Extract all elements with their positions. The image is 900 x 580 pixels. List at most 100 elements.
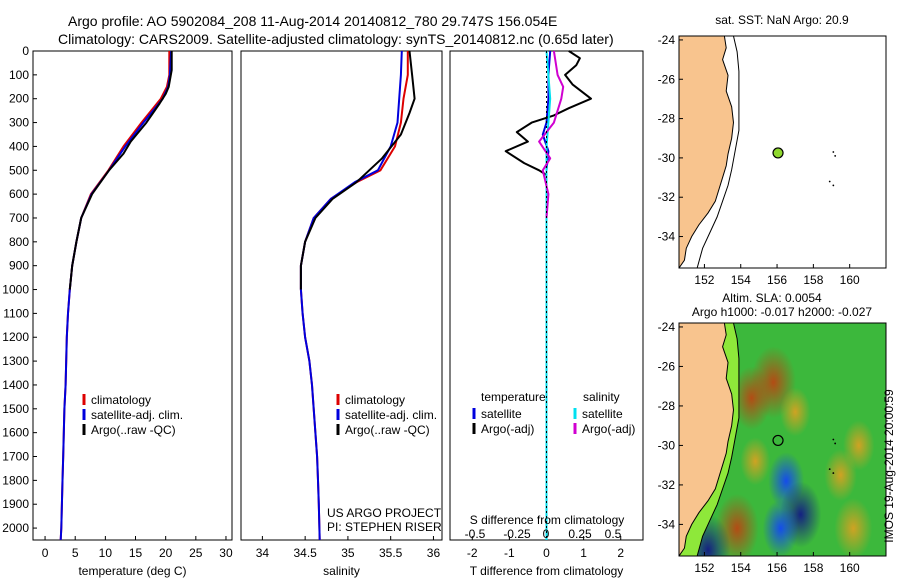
y-tick-label: 300 bbox=[9, 116, 29, 130]
map-y-tick-label: -32 bbox=[658, 190, 676, 204]
legend-title-salinity: salinity bbox=[583, 390, 620, 404]
y-tick-label: 900 bbox=[9, 259, 29, 273]
x-tick-label: 0 bbox=[543, 546, 550, 560]
map-y-tick-label: -28 bbox=[658, 112, 676, 126]
legend-label: climatology bbox=[91, 393, 151, 407]
project-label: US ARGO PROJECT bbox=[327, 506, 442, 520]
sla-map-title: Altim. SLA: 0.0054 bbox=[722, 291, 822, 305]
series-line-argo-raw-qc- bbox=[68, 51, 173, 290]
land bbox=[679, 323, 734, 556]
temperature-panel: 0100200300400500600700800900100011001200… bbox=[2, 44, 233, 578]
x-tick-label: 10 bbox=[99, 546, 113, 560]
temperature-plot-frame bbox=[32, 50, 233, 541]
y-tick-label: 1100 bbox=[3, 306, 29, 320]
map-y-tick-label: -24 bbox=[658, 33, 676, 47]
y-tick-label: 100 bbox=[9, 68, 29, 82]
salinity-xlabel: salinity bbox=[323, 564, 360, 578]
map-y-tick-label: -34 bbox=[658, 230, 676, 244]
map-y-tick-label: -34 bbox=[658, 517, 676, 531]
map-x-tick-label: 154 bbox=[731, 561, 751, 575]
map-x-tick-label: 160 bbox=[840, 561, 860, 575]
sla-map-panel: 152 154 156 158 160 -24 -26 -28 -30 -32 -34 Altim. … bbox=[658, 291, 887, 575]
sst-map-frame bbox=[678, 35, 887, 269]
difference-top-label: S difference from climatology bbox=[470, 513, 625, 527]
map-y-tick-label: -32 bbox=[658, 478, 676, 492]
y-tick-label: 2000 bbox=[2, 521, 29, 535]
legend-label: satellite-adj. clim. bbox=[345, 408, 437, 422]
y-tick-label: 1000 bbox=[2, 283, 29, 297]
x-tick-label: 25 bbox=[189, 546, 203, 560]
x-tick-label: 35.5 bbox=[379, 546, 403, 560]
map-y-tick-label: -30 bbox=[658, 151, 676, 165]
y-tick-label: 400 bbox=[9, 139, 29, 153]
x-tick-label: 36 bbox=[427, 546, 441, 560]
legend-label: satellite bbox=[481, 407, 522, 421]
map-x-tick-label: 160 bbox=[840, 273, 860, 287]
legend-label: climatology bbox=[345, 393, 405, 407]
map-x-tick-label: 152 bbox=[694, 273, 714, 287]
header-line2: Climatology: CARS2009. Satellite-adjuste… bbox=[58, 31, 614, 47]
legend-label: satellite bbox=[582, 407, 623, 421]
y-tick-label: 600 bbox=[9, 187, 29, 201]
salinity-diff-tick-label: -0.5 bbox=[465, 527, 486, 541]
header-line1: Argo profile: AO 5902084_208 11-Aug-2014… bbox=[68, 13, 557, 29]
y-tick-label: 200 bbox=[9, 92, 29, 106]
land bbox=[679, 36, 734, 268]
y-tick-label: 800 bbox=[9, 235, 29, 249]
map-y-tick-label: -30 bbox=[658, 438, 676, 452]
island bbox=[834, 155, 837, 157]
pi-label: PI: STEPHEN RISER bbox=[327, 520, 442, 534]
x-tick-label: 1 bbox=[580, 546, 587, 560]
legend-title-temperature: temperature bbox=[481, 390, 546, 404]
y-tick-label: 1200 bbox=[2, 330, 29, 344]
y-tick-label: 1300 bbox=[2, 354, 29, 368]
map-y-tick-label: -24 bbox=[658, 320, 676, 334]
sla-anomaly bbox=[824, 449, 857, 501]
isobath bbox=[696, 36, 740, 268]
argo-position-marker bbox=[772, 434, 784, 447]
island bbox=[832, 151, 835, 153]
y-tick-label: 1400 bbox=[2, 378, 29, 392]
island bbox=[832, 184, 835, 187]
island bbox=[828, 468, 831, 471]
map-y-tick-label: -28 bbox=[658, 399, 676, 413]
island bbox=[834, 442, 837, 445]
salinity-diff-tick-label: 0 bbox=[543, 527, 550, 541]
y-tick-label: 1700 bbox=[2, 450, 29, 464]
x-tick-label: 34 bbox=[256, 546, 270, 560]
x-tick-label: -1 bbox=[504, 546, 515, 560]
y-tick-label: 700 bbox=[9, 211, 29, 225]
argo-position-marker bbox=[772, 147, 784, 159]
shelf-region bbox=[679, 323, 739, 556]
map-x-tick-label: 154 bbox=[731, 273, 751, 287]
island bbox=[832, 438, 835, 441]
difference-xlabel: T difference from climatology bbox=[470, 564, 624, 578]
legend-label: satellite-adj. clim. bbox=[91, 408, 183, 422]
island bbox=[828, 180, 831, 183]
map-y-tick-label: -26 bbox=[658, 72, 676, 86]
sst-map-area bbox=[679, 36, 886, 268]
x-tick-label: -2 bbox=[467, 546, 478, 560]
y-tick-label: 500 bbox=[9, 163, 29, 177]
legend-label: Argo(-adj) bbox=[481, 422, 534, 436]
y-tick-label: 1800 bbox=[2, 473, 29, 487]
legend-label: Argo(..raw -QC) bbox=[91, 423, 176, 437]
sla-anomaly bbox=[834, 498, 873, 556]
sst-map-panel: 152 154 156 158 160 -24 -26 -28 -30 -32 -34 sat. SS… bbox=[658, 13, 887, 287]
x-tick-label: 30 bbox=[219, 546, 233, 560]
sla-map-frame bbox=[678, 322, 887, 557]
x-tick-label: 5 bbox=[72, 546, 79, 560]
salinity-diff-tick-label: 0.5 bbox=[605, 527, 622, 541]
salinity-diff-tick-label: 0.25 bbox=[568, 527, 592, 541]
x-tick-label: 35 bbox=[341, 546, 355, 560]
series-line-argo-raw-qc- bbox=[299, 50, 416, 290]
island bbox=[832, 472, 835, 474]
map-x-tick-label: 156 bbox=[767, 561, 787, 575]
sla-anomaly bbox=[731, 366, 772, 430]
x-tick-label: 34.5 bbox=[293, 546, 317, 560]
series-line-temperature-argo-adj- bbox=[504, 50, 592, 176]
legend-label: Argo(-adj) bbox=[582, 422, 635, 436]
sla-map-subtitle: Argo h1000: -0.017 h2000: -0.027 bbox=[692, 305, 872, 319]
x-tick-label: 15 bbox=[129, 546, 143, 560]
